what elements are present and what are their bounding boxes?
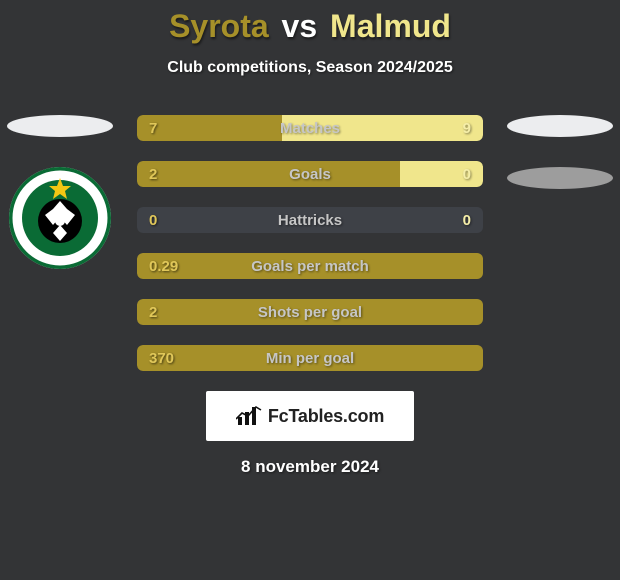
branding-text: FcTables.com — [268, 406, 384, 427]
stat-value-left: 0.29 — [149, 258, 178, 275]
branding-box: FcTables.com — [206, 391, 414, 441]
stat-bar: 7 9 Matches — [137, 115, 483, 141]
stat-bar: 0 0 Hattricks — [137, 207, 483, 233]
stat-value-left: 2 — [149, 166, 157, 183]
stat-bars: 7 9 Matches 2 0 Goals 0 0 Hattricks 0.29 Goals per… — [137, 115, 483, 371]
stat-bar: 370 Min per goal — [137, 345, 483, 371]
date-text: 8 november 2024 — [0, 457, 620, 477]
stat-value-right: 0 — [463, 212, 471, 229]
stat-label: Shots per goal — [258, 304, 362, 321]
stat-bar-left-seg — [137, 115, 282, 141]
left-player-silhouette — [7, 115, 113, 137]
content-area: 7 9 Matches 2 0 Goals 0 0 Hattricks 0.29 Goals per… — [0, 115, 620, 371]
right-column — [500, 115, 620, 219]
stat-value-right: 9 — [463, 120, 471, 137]
stat-value-right: 0 — [463, 166, 471, 183]
vs-text: vs — [282, 8, 318, 44]
stat-label: Goals — [289, 166, 331, 183]
stat-label: Matches — [280, 120, 340, 137]
right-player-silhouette-bottom — [507, 167, 613, 189]
branding-chart-icon — [236, 405, 262, 427]
club-badge-icon — [9, 167, 111, 269]
stat-bar-left-seg — [137, 161, 400, 187]
stat-value-left: 2 — [149, 304, 157, 321]
comparison-title: Syrota vs Malmud — [0, 0, 620, 45]
stat-label: Hattricks — [278, 212, 342, 229]
club-badge-left — [9, 167, 111, 269]
subtitle-text: Club competitions, Season 2024/2025 — [0, 59, 620, 77]
player1-name: Syrota — [169, 8, 269, 44]
stat-bar: 0.29 Goals per match — [137, 253, 483, 279]
stat-label: Goals per match — [251, 258, 369, 275]
stat-bar: 2 0 Goals — [137, 161, 483, 187]
stat-label: Min per goal — [266, 350, 354, 367]
stat-value-left: 0 — [149, 212, 157, 229]
player2-name: Malmud — [330, 8, 451, 44]
stat-value-left: 7 — [149, 120, 157, 137]
right-player-silhouette-top — [507, 115, 613, 137]
stat-value-left: 370 — [149, 350, 174, 367]
stat-bar: 2 Shots per goal — [137, 299, 483, 325]
left-column — [0, 115, 120, 269]
